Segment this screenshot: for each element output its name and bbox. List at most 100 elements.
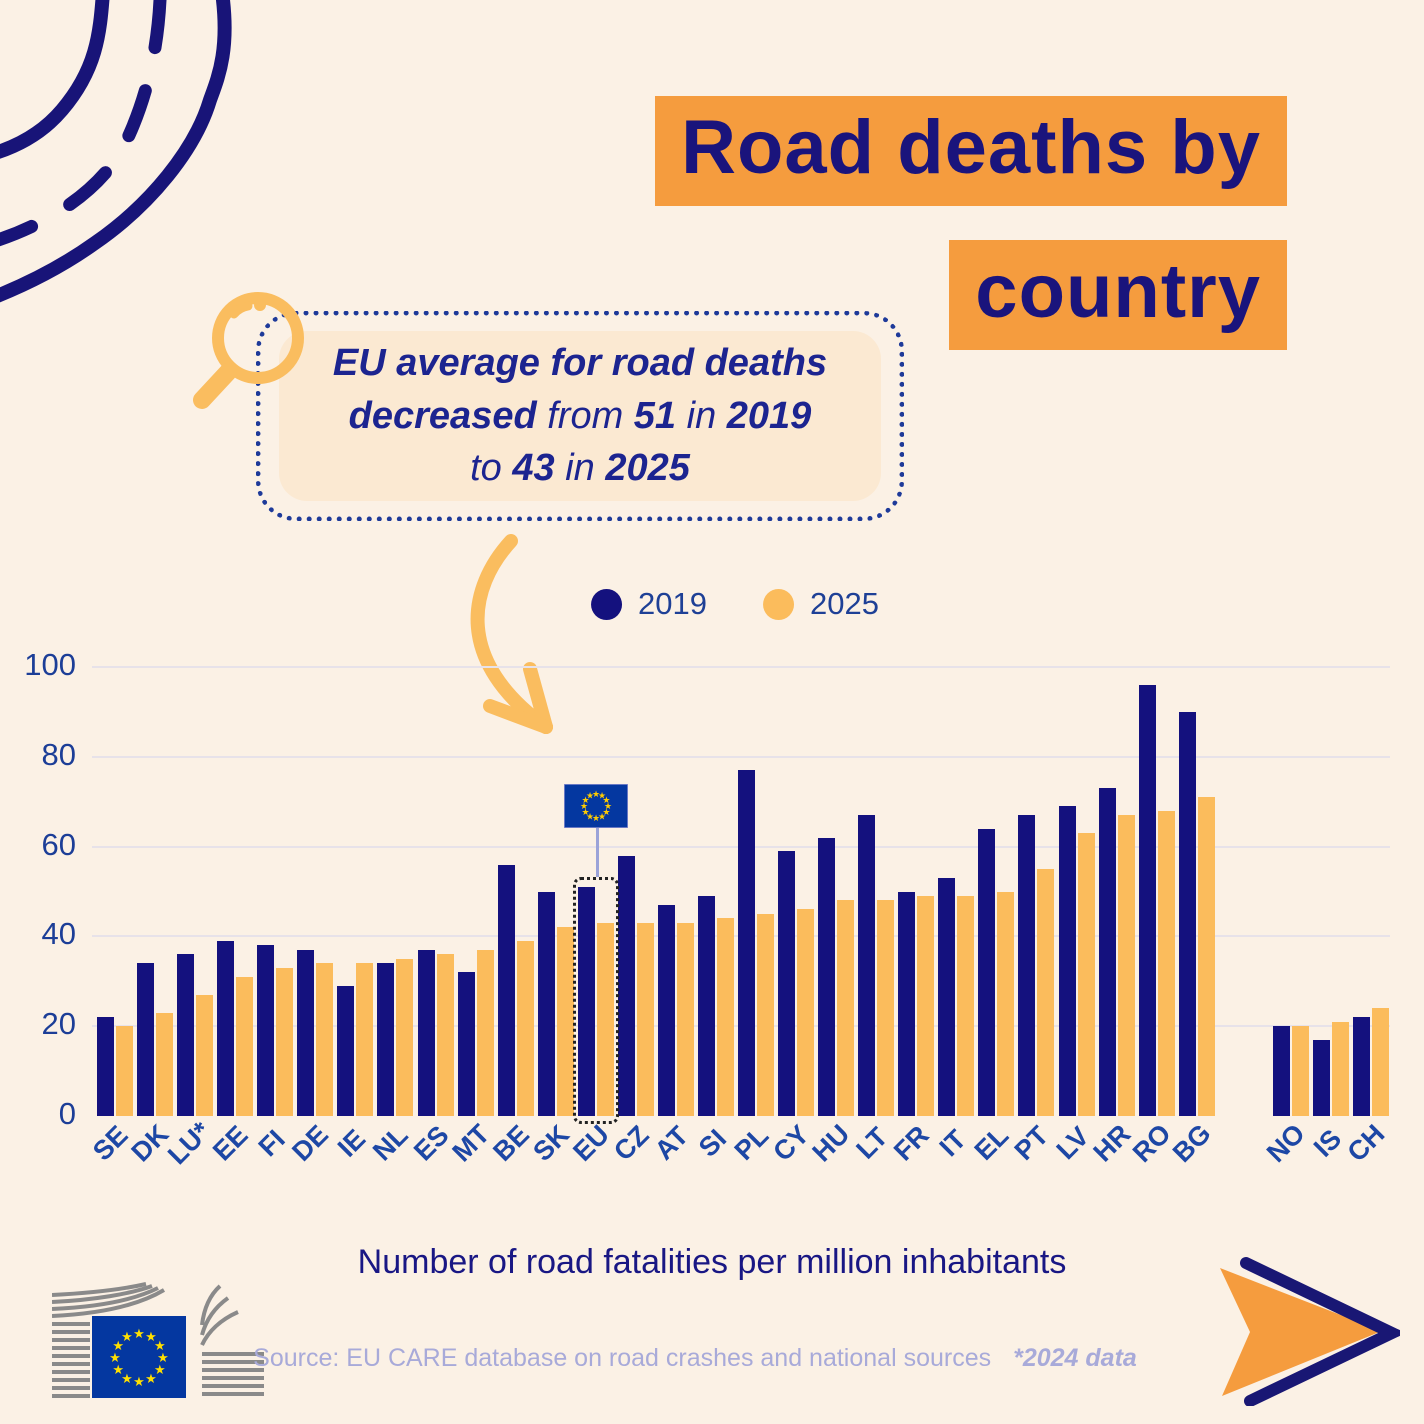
bar-2025-EL (997, 891, 1015, 1116)
country-group-EL: EL (969, 667, 1016, 1166)
legend-label-2019: 2019 (638, 586, 707, 621)
svg-text:★: ★ (133, 1326, 145, 1341)
ec-logo: ★ ★★ ★★★ ★★★ ★★★ (52, 1282, 264, 1398)
bar-2025-HU (837, 900, 855, 1116)
eu-highlight-box (572, 877, 619, 1124)
country-group-SE: SE (87, 667, 135, 1166)
bar-2025-CY (797, 909, 815, 1116)
legend-dot-2025 (763, 588, 794, 620)
country-group-BE: BE (487, 667, 536, 1167)
bar-2025-NO (1291, 1026, 1309, 1116)
svg-text:★: ★ (154, 1362, 166, 1377)
bar-2019-CZ (617, 855, 635, 1116)
arrow-logo-orange (1220, 1268, 1382, 1396)
curved-arrow-icon (470, 534, 553, 734)
bar-2019-LU (177, 954, 195, 1116)
ec-logo-flag (92, 1316, 186, 1398)
x-label: HU (806, 1118, 856, 1168)
svg-text:★: ★ (604, 801, 612, 811)
country-group-DE: DE (287, 667, 335, 1167)
bar-2025-EE (236, 976, 254, 1116)
bar-2019-MT (457, 972, 475, 1116)
country-group-FR: FR (888, 667, 936, 1166)
bar-2025-IT (957, 896, 975, 1116)
svg-text:★: ★ (602, 795, 610, 805)
x-label: NO (1260, 1118, 1311, 1169)
svg-text:★: ★ (109, 1350, 121, 1365)
x-label: EE (207, 1119, 254, 1167)
bar-2025-PT (1037, 869, 1055, 1116)
bar-2025-IE (356, 963, 374, 1116)
ec-logo-stars: ★ ★★ ★★★ ★★★ ★★★ (109, 1326, 169, 1389)
country-group-DK: DK (126, 667, 175, 1168)
x-label: SI (692, 1123, 733, 1163)
callout-text: EU average for road deaths decreased fro… (279, 331, 881, 501)
bar-2019-IS (1312, 1039, 1330, 1116)
bar-2025-CZ (636, 922, 654, 1116)
bar-2025-ES (436, 954, 454, 1116)
bar-2025-MT (476, 949, 494, 1116)
x-label: DE (286, 1119, 335, 1168)
road-right-edge (0, 0, 232, 303)
road-illustration (0, 0, 232, 303)
title-line-1: Road deaths by (655, 96, 1287, 206)
country-group-EE: EE (207, 667, 255, 1166)
callout-box: EU average for road deaths decreased fro… (256, 311, 904, 521)
x-label: LV (1050, 1121, 1095, 1166)
svg-text:★: ★ (145, 1371, 157, 1386)
bar-2025-SI (716, 918, 734, 1116)
x-label: FI (252, 1124, 292, 1163)
bar-2019-DE (297, 949, 315, 1116)
x-label: IT (934, 1124, 973, 1163)
bar-2019-IE (337, 985, 355, 1116)
bar-2019-ES (417, 949, 435, 1116)
x-label: CH (1341, 1118, 1391, 1168)
bar-2019-BE (497, 864, 515, 1116)
bar-chart: 0 20 40 60 80 100 SE DK LU* EE FI DE IE NL ES MT BE SK EU… (0, 647, 1424, 1170)
bar-2025-LV (1077, 833, 1095, 1116)
country-group-LU: LU* (162, 667, 216, 1170)
country-group-RO: RO (1127, 667, 1177, 1168)
road-center-dashes (0, 0, 167, 247)
country-group-FI: FI (253, 667, 295, 1162)
bar-2019-BG (1178, 711, 1196, 1116)
svg-text:★: ★ (581, 795, 589, 805)
bar-2019-HR (1098, 788, 1116, 1116)
svg-text:★: ★ (133, 1374, 145, 1389)
y-axis-tick: 20 (41, 1006, 76, 1042)
country-group-MT: MT (446, 667, 496, 1168)
svg-text:★: ★ (586, 811, 594, 821)
source-note: *2024 data (1013, 1344, 1137, 1372)
svg-text:★: ★ (581, 807, 589, 817)
bars-area: SE DK LU* EE FI DE IE NL ES MT BE SK EU ★ ★ ★ ★ ★ ★ ★ ★ ★ … (87, 667, 1391, 1170)
country-group-CY: CY (767, 667, 816, 1167)
x-label: NL (367, 1119, 415, 1167)
x-label: PT (1009, 1120, 1055, 1166)
road-left-edge (0, 0, 110, 159)
arrow-logo-chevron (1240, 1257, 1400, 1406)
bar-2025-EU (596, 922, 614, 1116)
svg-text:★: ★ (157, 1350, 169, 1365)
bar-2019-SK (537, 891, 555, 1116)
country-group-HU: HU (807, 667, 856, 1168)
bar-2025-LU (196, 994, 214, 1116)
svg-text:★: ★ (598, 791, 606, 801)
x-label: FR (888, 1119, 935, 1167)
callout-line-1: EU average for road deaths (332, 342, 828, 385)
svg-text:★: ★ (592, 789, 600, 799)
bar-2019-EU (577, 887, 595, 1116)
country-group-LV: LV (1050, 667, 1097, 1165)
bar-2019-IT (938, 878, 956, 1116)
ec-logo-stripes (52, 1282, 264, 1398)
country-group-CH: CH (1341, 667, 1391, 1168)
country-group-PT: PT (1009, 667, 1056, 1166)
bar-2025-NL (396, 958, 414, 1116)
legend-item-2019: 2019 (591, 586, 707, 622)
bar-2019-FI (257, 945, 275, 1116)
bar-2025-SE (116, 1026, 134, 1116)
country-group-SI: SI (693, 667, 736, 1163)
bar-2025-DE (316, 963, 334, 1116)
gridline (92, 755, 1390, 758)
y-axis-tick: 0 (58, 1096, 76, 1131)
country-group-PL: PL (729, 667, 776, 1166)
